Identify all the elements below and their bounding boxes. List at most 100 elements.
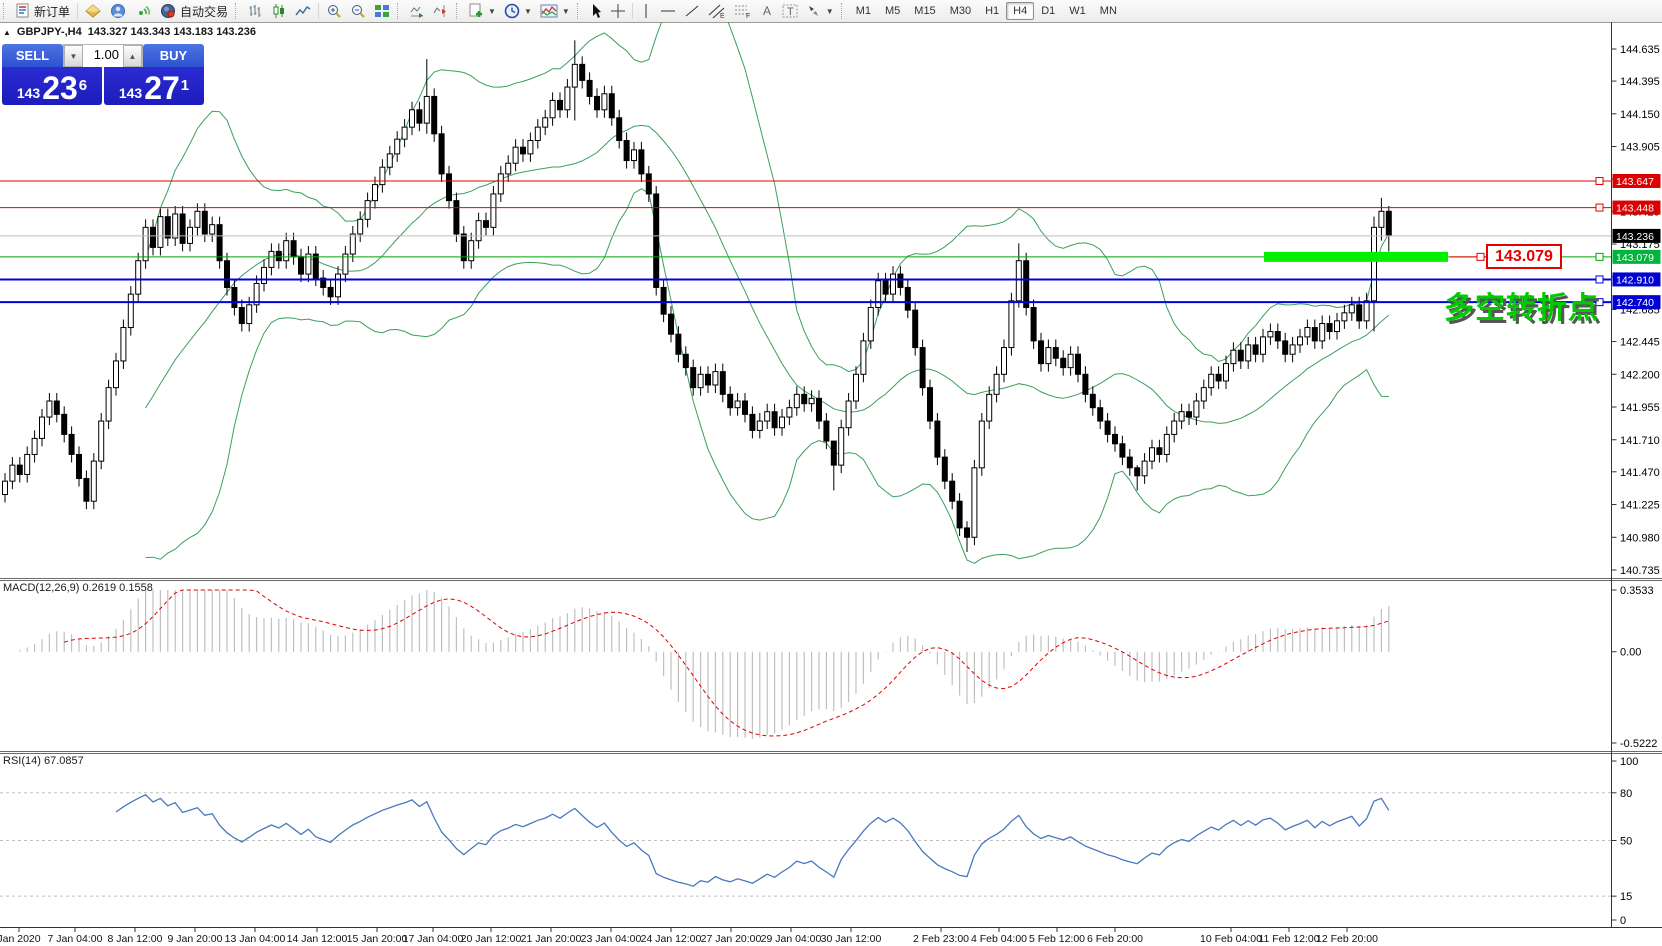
candle-body [1348,304,1355,314]
fibonacci-button[interactable]: F [730,1,756,21]
time-axis[interactable]: Jan 2020 7 Jan 04:00 8 Jan 12:00 9 Jan 20:0… [0,928,1378,945]
candle-body [897,273,904,288]
signals-button[interactable] [131,1,156,21]
autoscroll-button[interactable] [405,1,429,21]
periods-button[interactable]: ▼ [500,1,536,21]
time-tick-label: 12 Feb 20:00 [1316,933,1378,945]
time-tick-label: 8 Jan 12:00 [108,933,163,945]
new-order-button[interactable]: 新订单 [11,1,74,21]
volume-up-button[interactable]: ▲ [123,45,142,67]
buy-price[interactable]: 143 27 1 [104,67,204,105]
macd-axis[interactable]: 0.3533 0.00 -0.5222 [1611,585,1658,750]
toolbar-grip[interactable] [3,3,7,19]
tf-h1[interactable]: H1 [985,5,1000,17]
toolbar-grip[interactable] [840,3,845,19]
crosshair-button[interactable] [607,1,629,21]
candle-body [446,173,452,202]
candle-body [1237,349,1244,362]
candle-body [1282,340,1289,355]
tf-m1[interactable]: M1 [855,5,871,17]
hline-anchor[interactable] [1595,275,1604,284]
new-chart-button[interactable]: ▼ [464,1,500,21]
candle-body [1134,467,1141,477]
sell-button[interactable]: SELL [2,44,63,67]
new-order-label: 新订单 [34,4,71,19]
toolbar-grip[interactable] [576,3,581,19]
text-label-button[interactable]: T [778,1,802,21]
rsi-label: RSI(14) 67.0857 [3,755,84,767]
arrows-button[interactable]: ▼ [802,1,838,21]
candlestick-button[interactable] [267,1,291,21]
candle-body [534,126,541,142]
candle-body [705,373,711,386]
volume-input[interactable]: 1.00 [83,45,123,67]
toolbar-grip[interactable] [397,3,401,19]
callout-anchor[interactable] [1476,252,1485,261]
rsi-axis[interactable]: 100 80 50 15 0 [1611,756,1639,927]
tf-d1[interactable]: D1 [1041,5,1056,17]
candle-body [786,407,793,418]
hline-anchor[interactable] [1595,176,1604,185]
tf-m5[interactable]: M5 [885,5,901,17]
price-callout-label[interactable]: 143.079 [1486,244,1562,269]
highlight-rectangle[interactable] [1264,251,1448,262]
tf-m30[interactable]: M30 [949,5,972,17]
mql-button[interactable] [81,1,106,21]
chinese-note-text[interactable]: 多空转折点 [1444,292,1599,325]
channel-button[interactable]: E [704,1,730,21]
time-tick-label: 10 Feb 04:00 [1200,933,1262,945]
candle-body [216,224,223,262]
tf-w1[interactable]: W1 [1069,5,1086,17]
volume-down-button[interactable]: ▼ [64,45,83,67]
trendline-button[interactable] [680,1,704,21]
tf-mn[interactable]: MN [1099,5,1117,17]
candle-body [697,373,704,389]
candle-body [76,453,82,479]
autotrading-button[interactable]: 自动交易 [156,1,232,21]
zoom-in-icon [328,5,341,18]
indicator-template-button[interactable]: ▼ [536,1,574,21]
chart-area[interactable]: 144.635144.395144.150143.905143.660143.4… [0,22,1662,946]
candle-body [475,220,482,242]
toolbar-grip[interactable] [235,3,239,19]
vertical-line-button[interactable] [636,1,656,21]
chart-shift-button[interactable] [429,1,453,21]
sell-price[interactable]: 143 23 6 [2,67,102,105]
price-axis[interactable]: 144.635144.395144.150143.905143.660143.4… [1611,44,1661,577]
community-button[interactable] [106,1,131,21]
candle-body [305,253,312,275]
time-tick-label: 29 Jan 04:00 [761,933,822,945]
text-label-icon: T [782,4,798,18]
collapse-icon[interactable]: ▲ [3,27,11,37]
zoom-out-button[interactable] [346,1,370,21]
candle-body [490,193,497,228]
hline-anchor[interactable] [1595,298,1604,307]
candle-body [83,477,90,502]
candle-body [579,63,586,81]
bar-chart-button[interactable] [243,1,267,21]
line-chart-button[interactable] [291,1,315,21]
time-tick-label: 27 Jan 20:00 [701,933,762,945]
hline-anchor[interactable] [1595,203,1604,212]
candle-body [993,373,1000,395]
hline-anchor[interactable] [1595,252,1604,261]
candle-body [453,200,460,235]
horizontal-line-button[interactable] [656,1,680,21]
candle-body [882,280,889,295]
price-badge-text: 143.236 [1616,231,1654,243]
tf-m15[interactable]: M15 [914,5,936,17]
candle-body [238,306,245,325]
price-tick-label: 141.470 [1620,467,1660,479]
candle-body [1163,433,1170,455]
cursor-button[interactable] [585,1,607,21]
candle-body [164,216,171,239]
text-button[interactable]: A [756,1,778,21]
candle-body [1267,331,1274,338]
tf-h4[interactable]: H4 [1006,2,1035,20]
tile-windows-button[interactable] [370,1,394,21]
zoom-in-button[interactable] [322,1,346,21]
buy-button[interactable]: BUY [143,44,204,67]
toolbar-grip[interactable] [456,3,460,19]
candle-body [253,282,260,306]
candle-body [601,93,608,111]
